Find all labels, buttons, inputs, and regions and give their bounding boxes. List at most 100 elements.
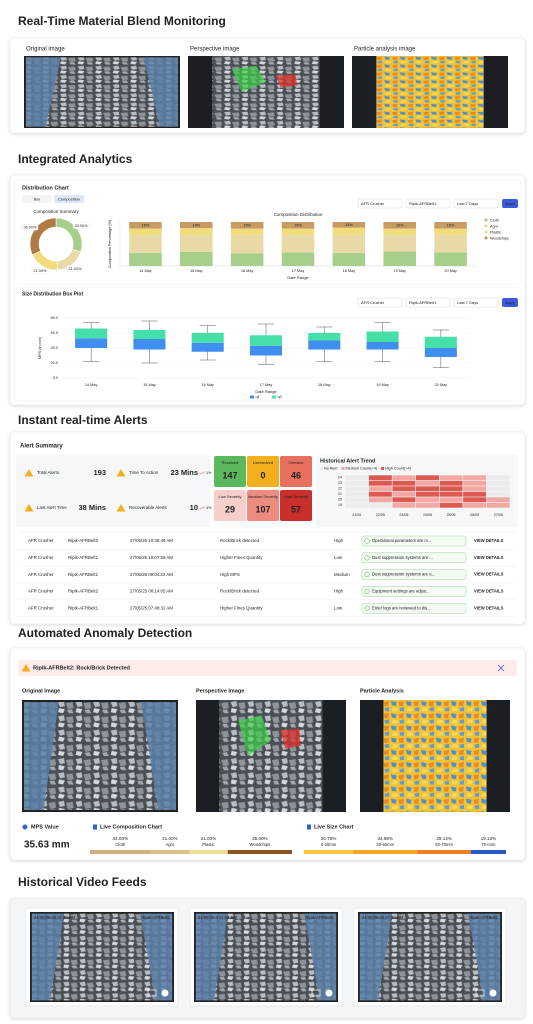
apply-button[interactable] [502, 199, 518, 208]
apply-label[interactable]: Apply [505, 201, 515, 206]
kpi-value: 38 Mins [78, 503, 106, 512]
warning-icon [116, 504, 126, 512]
bar-label: 14% [192, 223, 200, 227]
box-lower [75, 338, 108, 348]
bar-value: 34.98% [377, 836, 393, 841]
heatmap-cell [345, 486, 369, 492]
tab[interactable] [22, 195, 52, 203]
table-cell: AFR Crusher [28, 605, 54, 610]
x-axis-title: Date Range [255, 389, 277, 394]
check-icon [364, 538, 370, 544]
heatmap-cell [392, 480, 416, 486]
bar-label: 15% [447, 224, 455, 228]
table-cell: Higher Fines Quantity [220, 605, 263, 610]
heatmap-row-label: 23 [338, 481, 342, 485]
y-tick-label: 40.0 [51, 346, 58, 350]
legend-label: q3 [278, 395, 282, 399]
apply-button[interactable] [502, 298, 518, 307]
legend-label: High Count(>4) [385, 467, 412, 471]
close-icon[interactable] [497, 664, 505, 672]
heatmap-col-label: 27/05 [494, 513, 503, 517]
dropdown[interactable] [453, 297, 499, 308]
donut-label: 33.00% [75, 224, 89, 228]
dropdown[interactable] [357, 297, 403, 308]
bar-segment [281, 228, 315, 236]
bar-category: Agro [165, 842, 175, 847]
heatmap-cell [392, 502, 416, 508]
action-box [361, 586, 467, 597]
kpi-value: 10 [190, 503, 198, 512]
donut-title: Composition Summary [33, 209, 79, 214]
download-icon[interactable] [161, 989, 169, 997]
heatmap-cell [345, 502, 369, 508]
heatmap-cell [439, 502, 463, 508]
kpi-trend: 4% [206, 506, 212, 510]
image [196, 700, 346, 812]
dropdown[interactable] [453, 198, 499, 209]
kpi-label: Time To Action [129, 470, 159, 475]
section-title: Instant real-time Alerts [18, 413, 148, 427]
tab-label[interactable]: Bar [34, 196, 41, 201]
x-tick-label: 20 May [435, 383, 448, 387]
box-upper [191, 333, 224, 343]
metric-value: 35.63 mm [24, 840, 70, 851]
download-icon[interactable] [489, 989, 497, 997]
bar-segment [90, 850, 151, 854]
bar-segment [353, 850, 418, 854]
status-tile [214, 490, 246, 521]
status-tile [247, 456, 279, 487]
bar-segment [227, 850, 292, 854]
legend-swatch [484, 224, 488, 228]
bar-segment [332, 222, 366, 228]
dropdown[interactable] [405, 198, 451, 209]
bar-value: 35.00% [252, 836, 268, 841]
tab[interactable] [54, 195, 84, 203]
view-details[interactable]: VIEW DETAILS [474, 605, 504, 610]
heatmap-cell [439, 475, 463, 481]
bar-segment [332, 234, 366, 253]
y-tick-label: 60.0 [51, 331, 58, 335]
heatmap-cell [486, 497, 510, 503]
apply-label[interactable]: Apply [505, 300, 515, 305]
legend-swatch [272, 395, 276, 399]
bar-segment [180, 228, 213, 236]
bar-segment [129, 235, 162, 253]
fullscreen-icon[interactable] [147, 989, 157, 997]
image [22, 700, 178, 812]
view-details[interactable]: VIEW DETAILS [474, 538, 504, 543]
panel-title: Historical Alert Trend [320, 458, 375, 464]
heatmap-cell [463, 502, 487, 508]
fullscreen-icon[interactable] [475, 989, 485, 997]
bar-category: Woodchips [250, 842, 271, 847]
section-title: Integrated Analytics [18, 152, 133, 166]
view-details[interactable]: VIEW DETAILS [474, 572, 504, 577]
bar-segment [150, 850, 190, 854]
legend-label: q1 [256, 395, 260, 399]
heatmap-cell [392, 497, 416, 503]
legend-label: Woodchips [490, 236, 509, 240]
table-cell: Rock/Brick detected [220, 589, 260, 594]
status-value: 147 [222, 470, 237, 480]
box-lower [424, 348, 457, 357]
warning-icon [24, 469, 34, 477]
table-cell: 27/05/25 08:14:05 AM [130, 589, 173, 594]
video-time: 21/05/25 03:27:10 PM [362, 915, 404, 920]
table-cell: Ripik-AFRBelt1 [68, 605, 99, 610]
bar-category: Plastic [202, 842, 214, 847]
legend-label: Agro [490, 224, 498, 228]
heatmap-cell [345, 491, 369, 497]
tab-label[interactable]: Composition [58, 196, 80, 201]
box-upper [366, 331, 399, 342]
dropdown[interactable] [405, 297, 451, 308]
x-tick-label: 15 May [143, 383, 156, 387]
view-details[interactable]: VIEW DETAILS [474, 589, 504, 594]
heatmap-cell [439, 480, 463, 486]
x-tick-label: 18 May [343, 269, 356, 273]
heatmap-col-label: 24/05 [423, 513, 432, 517]
bar-segment [180, 251, 213, 266]
dropdown[interactable] [357, 198, 403, 209]
fullscreen-icon[interactable] [311, 989, 321, 997]
table-cell: High [334, 589, 344, 594]
view-details[interactable]: VIEW DETAILS [474, 555, 504, 560]
download-icon[interactable] [325, 989, 333, 997]
